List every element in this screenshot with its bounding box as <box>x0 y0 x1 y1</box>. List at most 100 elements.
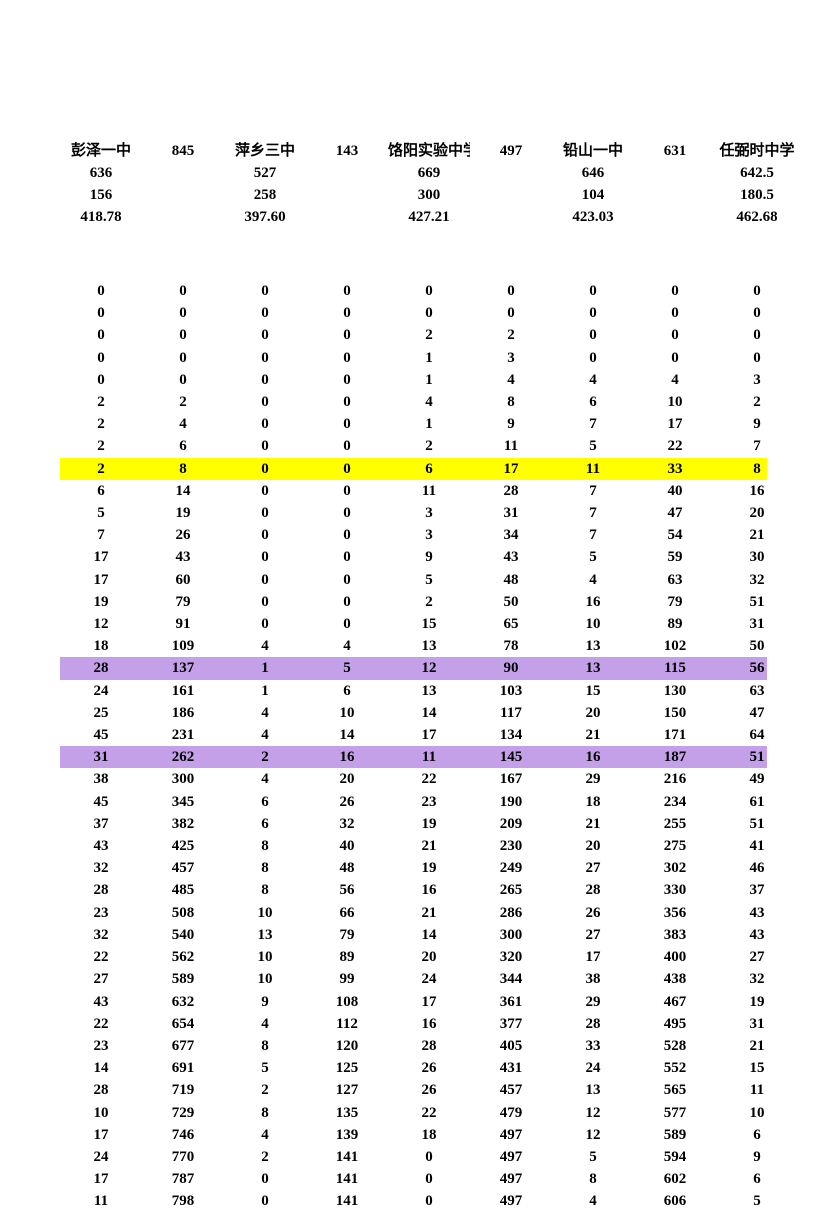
table-cell: 0 <box>60 347 142 369</box>
table-cell: 2 <box>60 458 142 480</box>
table-cell: 24 <box>388 968 470 990</box>
table-cell: 43 <box>716 902 798 924</box>
table-row: 45231414171342117164 <box>60 724 767 746</box>
table-cell: 19 <box>716 991 798 1013</box>
table-cell: 79 <box>306 924 388 946</box>
table-cell: 4 <box>552 1190 634 1212</box>
table-cell: 4 <box>224 1124 306 1146</box>
table-cell: 275 <box>634 835 716 857</box>
table-cell: 49 <box>716 768 798 790</box>
table-cell: 286 <box>470 902 552 924</box>
table-cell: 234 <box>634 791 716 813</box>
header-cell: 642.5 <box>716 162 798 184</box>
table-cell: 10 <box>224 968 306 990</box>
header-cell: 饹阳实验中学 <box>388 140 470 162</box>
table-row: 281371512901311556 <box>60 657 767 679</box>
table-cell: 28 <box>552 1013 634 1035</box>
table-cell: 65 <box>470 613 552 635</box>
header-cell <box>470 206 552 228</box>
table-cell: 606 <box>634 1190 716 1212</box>
table-cell: 22 <box>388 768 470 790</box>
table-cell: 19 <box>60 591 142 613</box>
table-cell: 17 <box>60 1168 142 1190</box>
table-row: 235081066212862635643 <box>60 902 767 924</box>
table-cell: 2 <box>224 1079 306 1101</box>
table-cell: 10 <box>306 702 388 724</box>
table-cell: 383 <box>634 924 716 946</box>
header-cell <box>306 162 388 184</box>
table-cell: 632 <box>142 991 224 1013</box>
table-cell: 10 <box>716 1102 798 1124</box>
table-cell: 79 <box>142 591 224 613</box>
table-cell: 11 <box>716 1079 798 1101</box>
header-cell: 669 <box>388 162 470 184</box>
table-cell: 10 <box>224 902 306 924</box>
table-cell: 23 <box>60 902 142 924</box>
table-cell: 0 <box>388 1190 470 1212</box>
table-cell: 0 <box>634 347 716 369</box>
table-cell: 6 <box>552 391 634 413</box>
table-cell: 1 <box>388 347 470 369</box>
table-row: 000000000 <box>60 302 767 324</box>
table-row: 2416116131031513063 <box>60 680 767 702</box>
table-cell: 4 <box>224 635 306 657</box>
table-cell: 20 <box>388 946 470 968</box>
table-cell: 23 <box>388 791 470 813</box>
table-cell: 0 <box>306 280 388 302</box>
table-cell: 17 <box>60 1124 142 1146</box>
table-cell: 5 <box>716 1190 798 1212</box>
table-cell: 0 <box>224 347 306 369</box>
table-cell: 6 <box>142 435 224 457</box>
table-cell: 38 <box>60 768 142 790</box>
table-cell: 4 <box>552 569 634 591</box>
table-row: 280061711338 <box>60 458 767 480</box>
table-cell: 0 <box>142 280 224 302</box>
table-row: 287192127264571356511 <box>60 1079 767 1101</box>
table-cell: 6 <box>388 458 470 480</box>
table-cell: 108 <box>306 991 388 1013</box>
table-cell: 2 <box>224 746 306 768</box>
table-cell: 21 <box>388 835 470 857</box>
table-cell: 190 <box>470 791 552 813</box>
table-cell: 356 <box>634 902 716 924</box>
table-cell: 21 <box>552 724 634 746</box>
table-cell: 79 <box>634 591 716 613</box>
table-cell: 361 <box>470 991 552 1013</box>
table-cell: 37 <box>60 813 142 835</box>
table-cell: 4 <box>224 724 306 746</box>
table-cell: 32 <box>716 968 798 990</box>
table-cell: 209 <box>470 813 552 835</box>
table-cell: 112 <box>306 1013 388 1035</box>
table-cell: 187 <box>634 746 716 768</box>
table-cell: 5 <box>552 1146 634 1168</box>
table-cell: 3 <box>716 369 798 391</box>
table-cell: 32 <box>716 569 798 591</box>
table-cell: 16 <box>306 746 388 768</box>
table-cell: 8 <box>224 1102 306 1124</box>
table-cell: 4 <box>224 1013 306 1035</box>
table-cell: 5 <box>388 569 470 591</box>
table-cell: 20 <box>716 502 798 524</box>
table-cell: 0 <box>224 546 306 568</box>
table-cell: 4 <box>142 413 224 435</box>
header-row-3: 156 258 300 104 180.5 <box>60 184 767 206</box>
table-cell: 19 <box>388 857 470 879</box>
table-cell: 20 <box>306 768 388 790</box>
table-cell: 47 <box>634 502 716 524</box>
table-cell: 8 <box>552 1168 634 1190</box>
table-cell: 9 <box>716 1146 798 1168</box>
table-cell: 13 <box>552 635 634 657</box>
table-cell: 2 <box>60 391 142 413</box>
table-cell: 5 <box>224 1057 306 1079</box>
table-cell: 17 <box>634 413 716 435</box>
table-cell: 8 <box>224 1035 306 1057</box>
table-cell: 4 <box>552 369 634 391</box>
header-cell: 397.60 <box>224 206 306 228</box>
table-cell: 13 <box>552 1079 634 1101</box>
table-cell: 4 <box>306 635 388 657</box>
table-cell: 0 <box>306 324 388 346</box>
table-cell: 4 <box>388 391 470 413</box>
table-cell: 167 <box>470 768 552 790</box>
table-cell: 103 <box>470 680 552 702</box>
table-cell: 145 <box>470 746 552 768</box>
